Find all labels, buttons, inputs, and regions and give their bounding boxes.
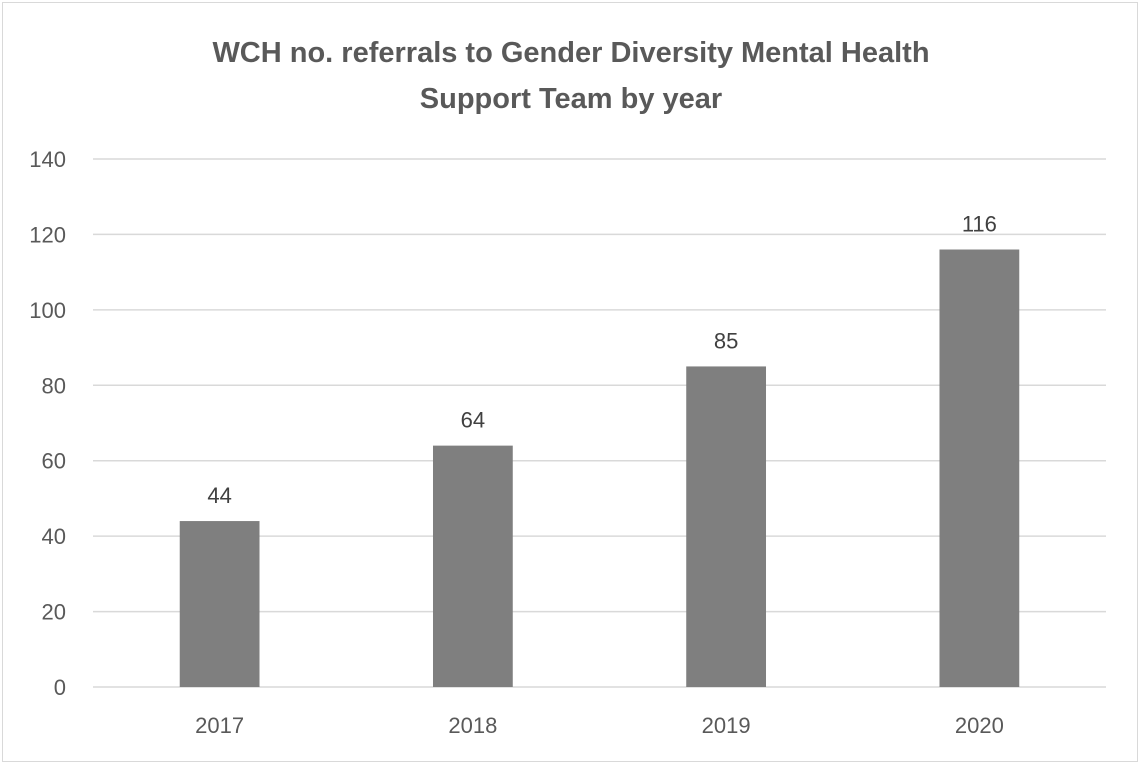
chart-title-line-2: Support Team by year	[420, 83, 722, 115]
chart-title-line-1: WCH no. referrals to Gender Diversity Me…	[212, 37, 929, 69]
y-tick-label-20: 20	[42, 600, 66, 625]
data-label-2017: 44	[207, 483, 231, 508]
y-tick-label-60: 60	[42, 449, 66, 474]
bars	[179, 249, 1020, 687]
data-label-2020: 116	[962, 212, 997, 237]
bar-2017	[179, 521, 260, 687]
data-label-2018: 64	[461, 408, 485, 433]
y-tick-label-120: 120	[29, 222, 66, 247]
x-axis-tick-labels: 2017 2018 2019 2020	[195, 713, 1004, 738]
data-labels: 44 64 85 116	[207, 212, 997, 509]
gridlines	[93, 158, 1106, 688]
x-tick-label-2020: 2020	[955, 713, 1004, 738]
x-tick-label-2019: 2019	[702, 713, 751, 738]
y-axis-tick-labels: 0 20 40 60 80 100 120 140	[29, 147, 66, 700]
bar-2020	[939, 249, 1020, 687]
data-label-2019: 85	[714, 328, 738, 353]
x-tick-label-2018: 2018	[448, 713, 497, 738]
y-tick-label-40: 40	[42, 524, 66, 549]
x-tick-label-2017: 2017	[195, 713, 244, 738]
bar-2019	[686, 366, 767, 687]
bar-2018	[432, 445, 513, 687]
y-tick-label-0: 0	[54, 675, 66, 700]
y-tick-label-100: 100	[29, 298, 66, 323]
y-tick-label-140: 140	[29, 147, 66, 172]
y-tick-label-80: 80	[42, 373, 66, 398]
